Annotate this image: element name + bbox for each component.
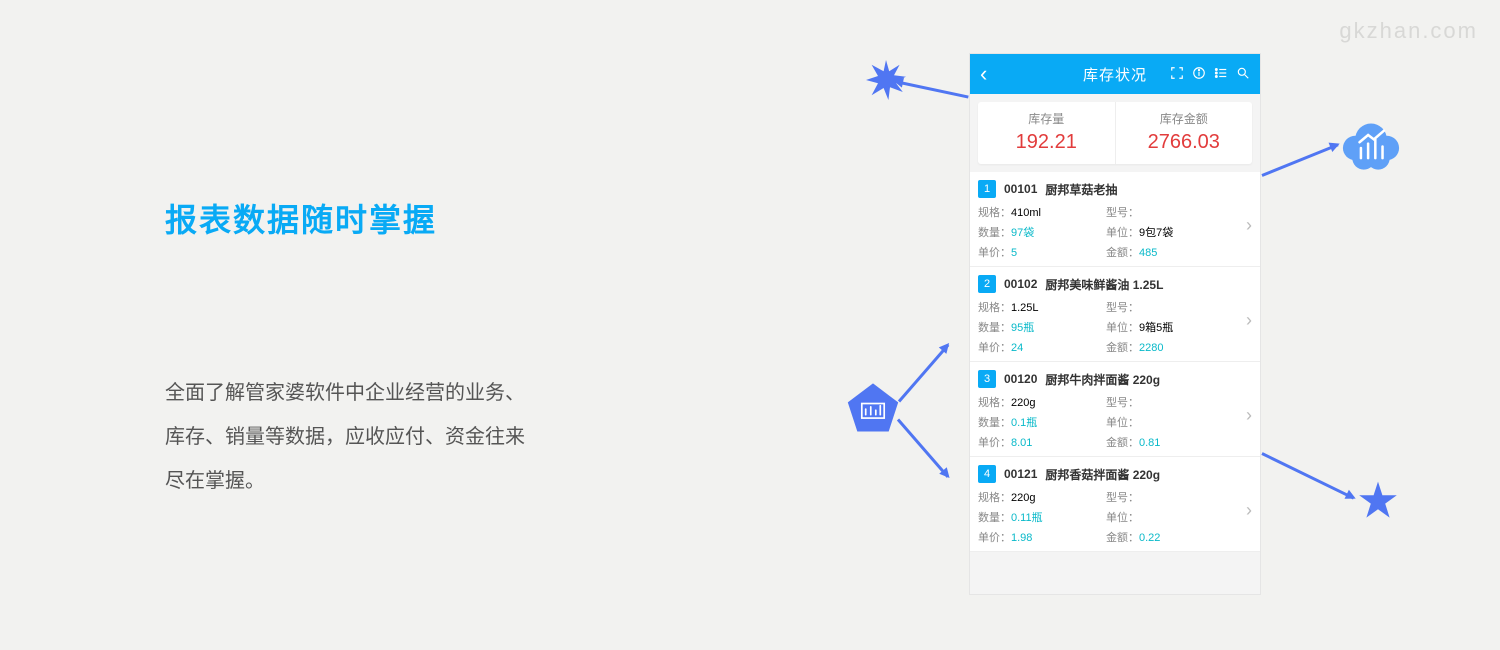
cloud-badge-icon bbox=[1335, 112, 1407, 184]
chevron-right-icon: › bbox=[1246, 405, 1252, 426]
arrow-line bbox=[1261, 143, 1338, 176]
item-name: 厨邦美味鲜酱油 1.25L bbox=[1045, 276, 1163, 293]
desc-line: 尽在掌握。 bbox=[165, 459, 685, 503]
search-icon[interactable] bbox=[1236, 66, 1250, 83]
header-icons bbox=[1170, 66, 1250, 83]
summary-row: 库存量 192.21 库存金额 2766.03 bbox=[978, 102, 1252, 164]
info-icon[interactable] bbox=[1192, 66, 1206, 83]
inventory-list: 100101厨邦草菇老抽规格：410ml型号：数量：97袋单位：9包7袋单价：5… bbox=[970, 172, 1260, 552]
chevron-right-icon: › bbox=[1246, 310, 1252, 331]
list-item[interactable]: 300120厨邦牛肉拌面酱 220g规格：220g型号：数量：0.1瓶单位：单价… bbox=[970, 362, 1260, 457]
list-item[interactable]: 200102厨邦美味鲜酱油 1.25L规格：1.25L型号：数量：95瓶单位：9… bbox=[970, 267, 1260, 362]
item-name: 厨邦草菇老抽 bbox=[1045, 181, 1117, 198]
list-icon[interactable] bbox=[1214, 66, 1228, 83]
summary-stock-qty[interactable]: 库存量 192.21 bbox=[978, 102, 1115, 164]
desc-line: 全面了解管家婆软件中企业经营的业务、 bbox=[165, 371, 685, 415]
item-name: 厨邦香菇拌面酱 220g bbox=[1045, 466, 1160, 483]
star-icon bbox=[1358, 480, 1398, 520]
app-header: ‹ 库存状况 bbox=[970, 54, 1260, 94]
back-icon[interactable]: ‹ bbox=[980, 61, 987, 87]
summary-label: 库存量 bbox=[978, 110, 1115, 127]
watermark-text: gkzhan.com bbox=[1339, 18, 1478, 44]
summary-value: 2766.03 bbox=[1116, 131, 1253, 154]
summary-value: 192.21 bbox=[978, 131, 1115, 154]
summary-stock-amount[interactable]: 库存金额 2766.03 bbox=[1115, 102, 1253, 164]
arrow-line bbox=[898, 344, 949, 403]
scan-icon[interactable] bbox=[1170, 66, 1184, 83]
item-index-badge: 3 bbox=[978, 370, 996, 388]
arrow-line bbox=[897, 419, 949, 478]
item-code: 00102 bbox=[1004, 277, 1037, 291]
headline: 报表数据随时掌握 bbox=[165, 195, 685, 241]
pentagon-badge-icon bbox=[845, 380, 901, 436]
item-code: 00120 bbox=[1004, 372, 1037, 386]
desc-line: 库存、销量等数据，应收应付、资金往来 bbox=[165, 415, 685, 459]
chevron-right-icon: › bbox=[1246, 500, 1252, 521]
arrow-line bbox=[1261, 452, 1354, 499]
list-item[interactable]: 100101厨邦草菇老抽规格：410ml型号：数量：97袋单位：9包7袋单价：5… bbox=[970, 172, 1260, 267]
item-code: 00101 bbox=[1004, 182, 1037, 196]
description: 全面了解管家婆软件中企业经营的业务、 库存、销量等数据，应收应付、资金往来 尽在… bbox=[165, 371, 685, 503]
list-item[interactable]: 400121厨邦香菇拌面酱 220g规格：220g型号：数量：0.11瓶单位：单… bbox=[970, 457, 1260, 552]
item-index-badge: 2 bbox=[978, 275, 996, 293]
chevron-right-icon: › bbox=[1246, 215, 1252, 236]
item-name: 厨邦牛肉拌面酱 220g bbox=[1045, 371, 1160, 388]
item-index-badge: 1 bbox=[978, 180, 996, 198]
summary-label: 库存金额 bbox=[1116, 110, 1253, 127]
marketing-text-block: 报表数据随时掌握 全面了解管家婆软件中企业经营的业务、 库存、销量等数据，应收应… bbox=[165, 195, 685, 503]
app-title: 库存状况 bbox=[1083, 64, 1147, 85]
item-code: 00121 bbox=[1004, 467, 1037, 481]
phone-mockup: ‹ 库存状况 库存量 192.21 库存金额 2766.03 1 00101 bbox=[970, 54, 1260, 594]
item-index-badge: 4 bbox=[978, 465, 996, 483]
